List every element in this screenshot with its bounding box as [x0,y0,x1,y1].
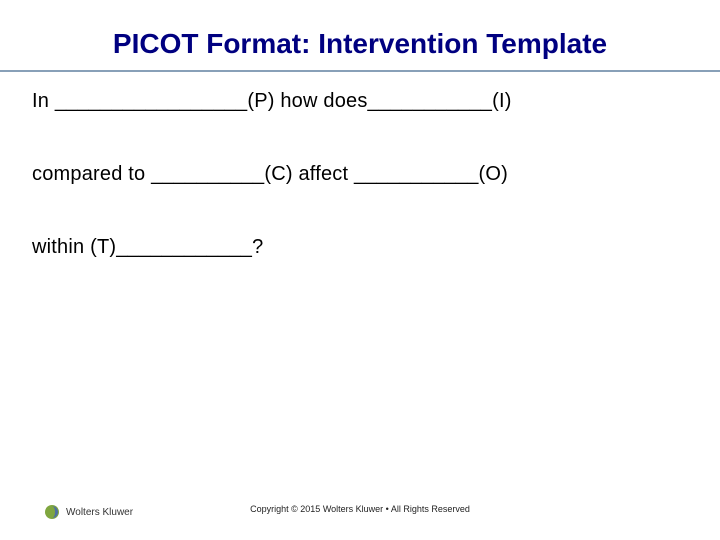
picot-line-p-i: In _________________(P) how does________… [32,90,688,113]
copyright-text: Copyright © 2015 Wolters Kluwer • All Ri… [250,504,470,514]
body-content: In _________________(P) how does________… [0,72,720,259]
footer: Copyright © 2015 Wolters Kluwer • All Ri… [0,504,720,514]
slide-title: PICOT Format: Intervention Template [0,0,720,70]
picot-line-t: within (T)____________? [32,236,688,259]
picot-line-c-o: compared to __________(C) affect _______… [32,163,688,186]
slide: PICOT Format: Intervention Template In _… [0,0,720,540]
